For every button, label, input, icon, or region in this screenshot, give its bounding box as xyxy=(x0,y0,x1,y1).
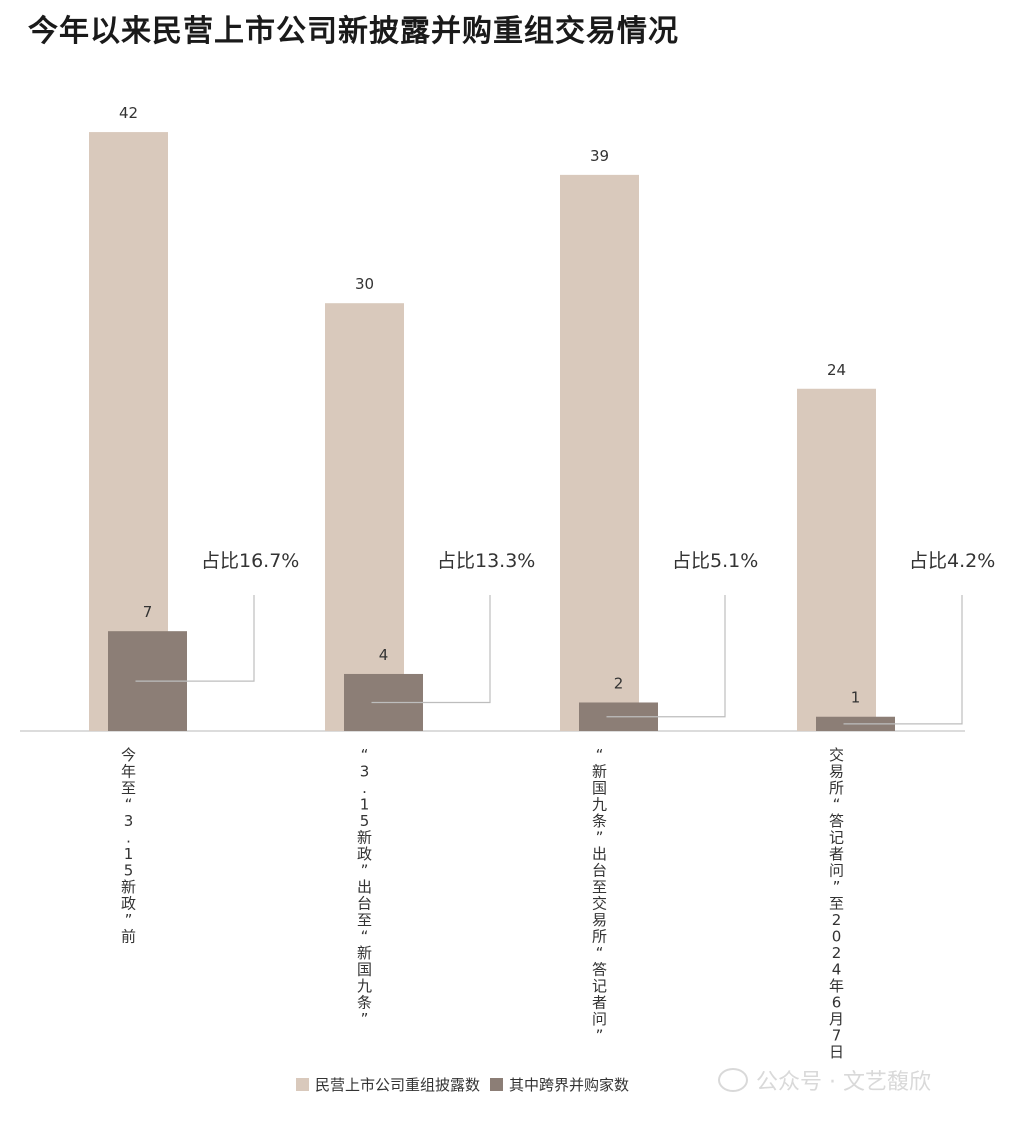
legend-swatch-series-1 xyxy=(296,1078,309,1091)
share-annotation-4: 占比4.2% xyxy=(909,550,995,572)
data-label-series-2-4: 1 xyxy=(851,689,861,707)
legend-swatch-series-2 xyxy=(490,1078,504,1091)
category-label-3: “新国九条”出台至交易所“答记者问” xyxy=(592,746,607,1045)
bar-series-1-3 xyxy=(560,174,639,732)
share-annotation-3: 占比5.1% xyxy=(672,550,758,572)
leader-line-1 xyxy=(135,595,255,682)
data-label-series-1-4: 24 xyxy=(827,361,846,379)
bar-series-1-2 xyxy=(325,303,404,731)
chart-title: 今年以来民营上市公司新披露并购重组交易情况 xyxy=(28,14,679,49)
data-label-series-1-3: 39 xyxy=(590,147,609,165)
data-label-series-2-2: 4 xyxy=(379,646,389,664)
wechat-icon xyxy=(718,1068,748,1092)
category-label-2: “3. 1 5 新政”出台至“新国九条” xyxy=(357,746,372,1028)
data-label-series-2-1: 7 xyxy=(143,603,153,621)
leader-line-2 xyxy=(371,595,491,704)
legend: 民营上市公司重组披露数 其中跨界并购家数 xyxy=(296,1074,639,1095)
leader-line-4 xyxy=(843,595,963,725)
data-label-series-1-1: 42 xyxy=(119,104,138,122)
bar-series-1-4 xyxy=(797,388,876,731)
watermark: 公众号 · 文艺馥欣 xyxy=(718,1064,931,1096)
legend-label-series-1: 民营上市公司重组披露数 xyxy=(315,1076,481,1094)
legend-item-series-1: 民营上市公司重组披露数 xyxy=(296,1074,480,1095)
legend-label-series-2: 其中跨界并购家数 xyxy=(509,1076,630,1094)
watermark-text: 公众号 · 文艺馥欣 xyxy=(756,1070,931,1095)
share-annotation-2: 占比13.3% xyxy=(437,550,535,572)
data-label-series-2-3: 2 xyxy=(614,674,624,692)
category-label-1: 今年至“ 3. 1 5 新政”前 xyxy=(121,746,136,946)
data-label-series-1-2: 30 xyxy=(355,275,374,293)
legend-item-series-2: 其中跨界并购家数 xyxy=(490,1074,629,1095)
leader-line-3 xyxy=(606,595,726,718)
share-annotation-1: 占比16.7% xyxy=(201,550,299,572)
category-label-4: 交易所“答记者问”至 2 0 2 4 年 6 月 7 日 xyxy=(829,746,844,1061)
